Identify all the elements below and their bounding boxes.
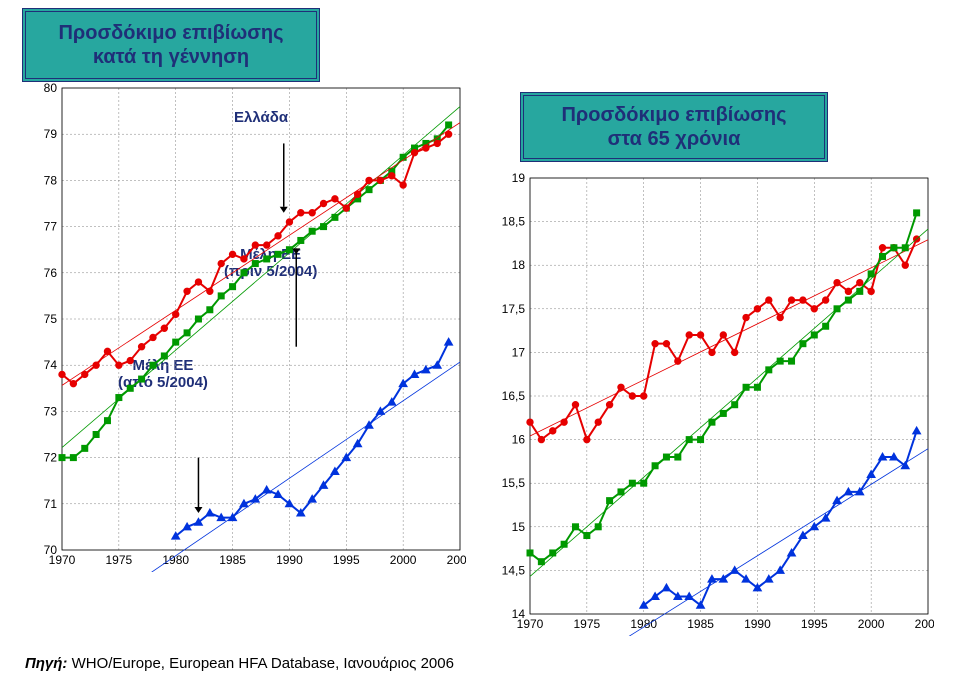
svg-text:1970: 1970 bbox=[49, 553, 76, 567]
svg-text:15: 15 bbox=[512, 520, 526, 534]
svg-text:1980: 1980 bbox=[630, 617, 657, 631]
svg-text:2005: 2005 bbox=[915, 617, 934, 631]
svg-text:75: 75 bbox=[44, 312, 58, 326]
chart-at-65: 1414,51515,51616,51717,51818,51919701975… bbox=[492, 172, 934, 636]
svg-text:80: 80 bbox=[44, 82, 58, 95]
svg-text:1995: 1995 bbox=[801, 617, 828, 631]
svg-text:1975: 1975 bbox=[106, 553, 133, 567]
source-text: WHO/Europe, European HFA Database, Ιανου… bbox=[67, 655, 454, 672]
svg-text:78: 78 bbox=[44, 173, 58, 187]
svg-text:16,5: 16,5 bbox=[502, 389, 526, 403]
title-line: Προσδόκιμο επιβίωσης bbox=[561, 104, 786, 126]
svg-text:17: 17 bbox=[512, 345, 526, 359]
svg-text:73: 73 bbox=[44, 404, 58, 418]
source-line: Πηγή: WHO/Europe, European HFA Database,… bbox=[25, 655, 454, 672]
svg-text:1975: 1975 bbox=[574, 617, 601, 631]
svg-text:77: 77 bbox=[44, 220, 58, 234]
svg-text:1985: 1985 bbox=[219, 553, 246, 567]
svg-text:1995: 1995 bbox=[333, 553, 360, 567]
svg-text:19: 19 bbox=[512, 172, 526, 185]
svg-text:74: 74 bbox=[44, 358, 58, 372]
svg-text:2000: 2000 bbox=[858, 617, 885, 631]
title-text: Προσδόκιμο επιβίωσης κατά τη γέννηση bbox=[58, 21, 283, 69]
svg-text:17,5: 17,5 bbox=[502, 302, 526, 316]
svg-text:71: 71 bbox=[44, 497, 58, 511]
svg-text:14,5: 14,5 bbox=[502, 563, 526, 577]
svg-text:1990: 1990 bbox=[276, 553, 303, 567]
chart-at-birth: 7071727374757677787980197019751980198519… bbox=[24, 82, 466, 572]
svg-text:15,5: 15,5 bbox=[502, 476, 526, 490]
svg-text:1980: 1980 bbox=[162, 553, 189, 567]
svg-text:1985: 1985 bbox=[687, 617, 714, 631]
title-line: Προσδόκιμο επιβίωσης bbox=[58, 22, 283, 44]
svg-text:16: 16 bbox=[512, 433, 526, 447]
title-box-at-65: Προσδόκιμο επιβίωσης στα 65 χρόνια bbox=[520, 92, 828, 162]
svg-text:18,5: 18,5 bbox=[502, 215, 526, 229]
title-line: στα 65 χρόνια bbox=[608, 128, 741, 150]
title-text: Προσδόκιμο επιβίωσης στα 65 χρόνια bbox=[561, 103, 786, 151]
svg-text:76: 76 bbox=[44, 266, 58, 280]
svg-text:72: 72 bbox=[44, 451, 58, 465]
svg-text:2005: 2005 bbox=[447, 553, 466, 567]
svg-text:79: 79 bbox=[44, 127, 58, 141]
title-line: κατά τη γέννηση bbox=[93, 46, 249, 68]
title-box-at-birth: Προσδόκιμο επιβίωσης κατά τη γέννηση bbox=[22, 8, 320, 82]
svg-text:2000: 2000 bbox=[390, 553, 417, 567]
svg-text:18: 18 bbox=[512, 258, 526, 272]
svg-text:1990: 1990 bbox=[744, 617, 771, 631]
svg-text:1970: 1970 bbox=[517, 617, 544, 631]
source-label: Πηγή: bbox=[25, 655, 67, 672]
